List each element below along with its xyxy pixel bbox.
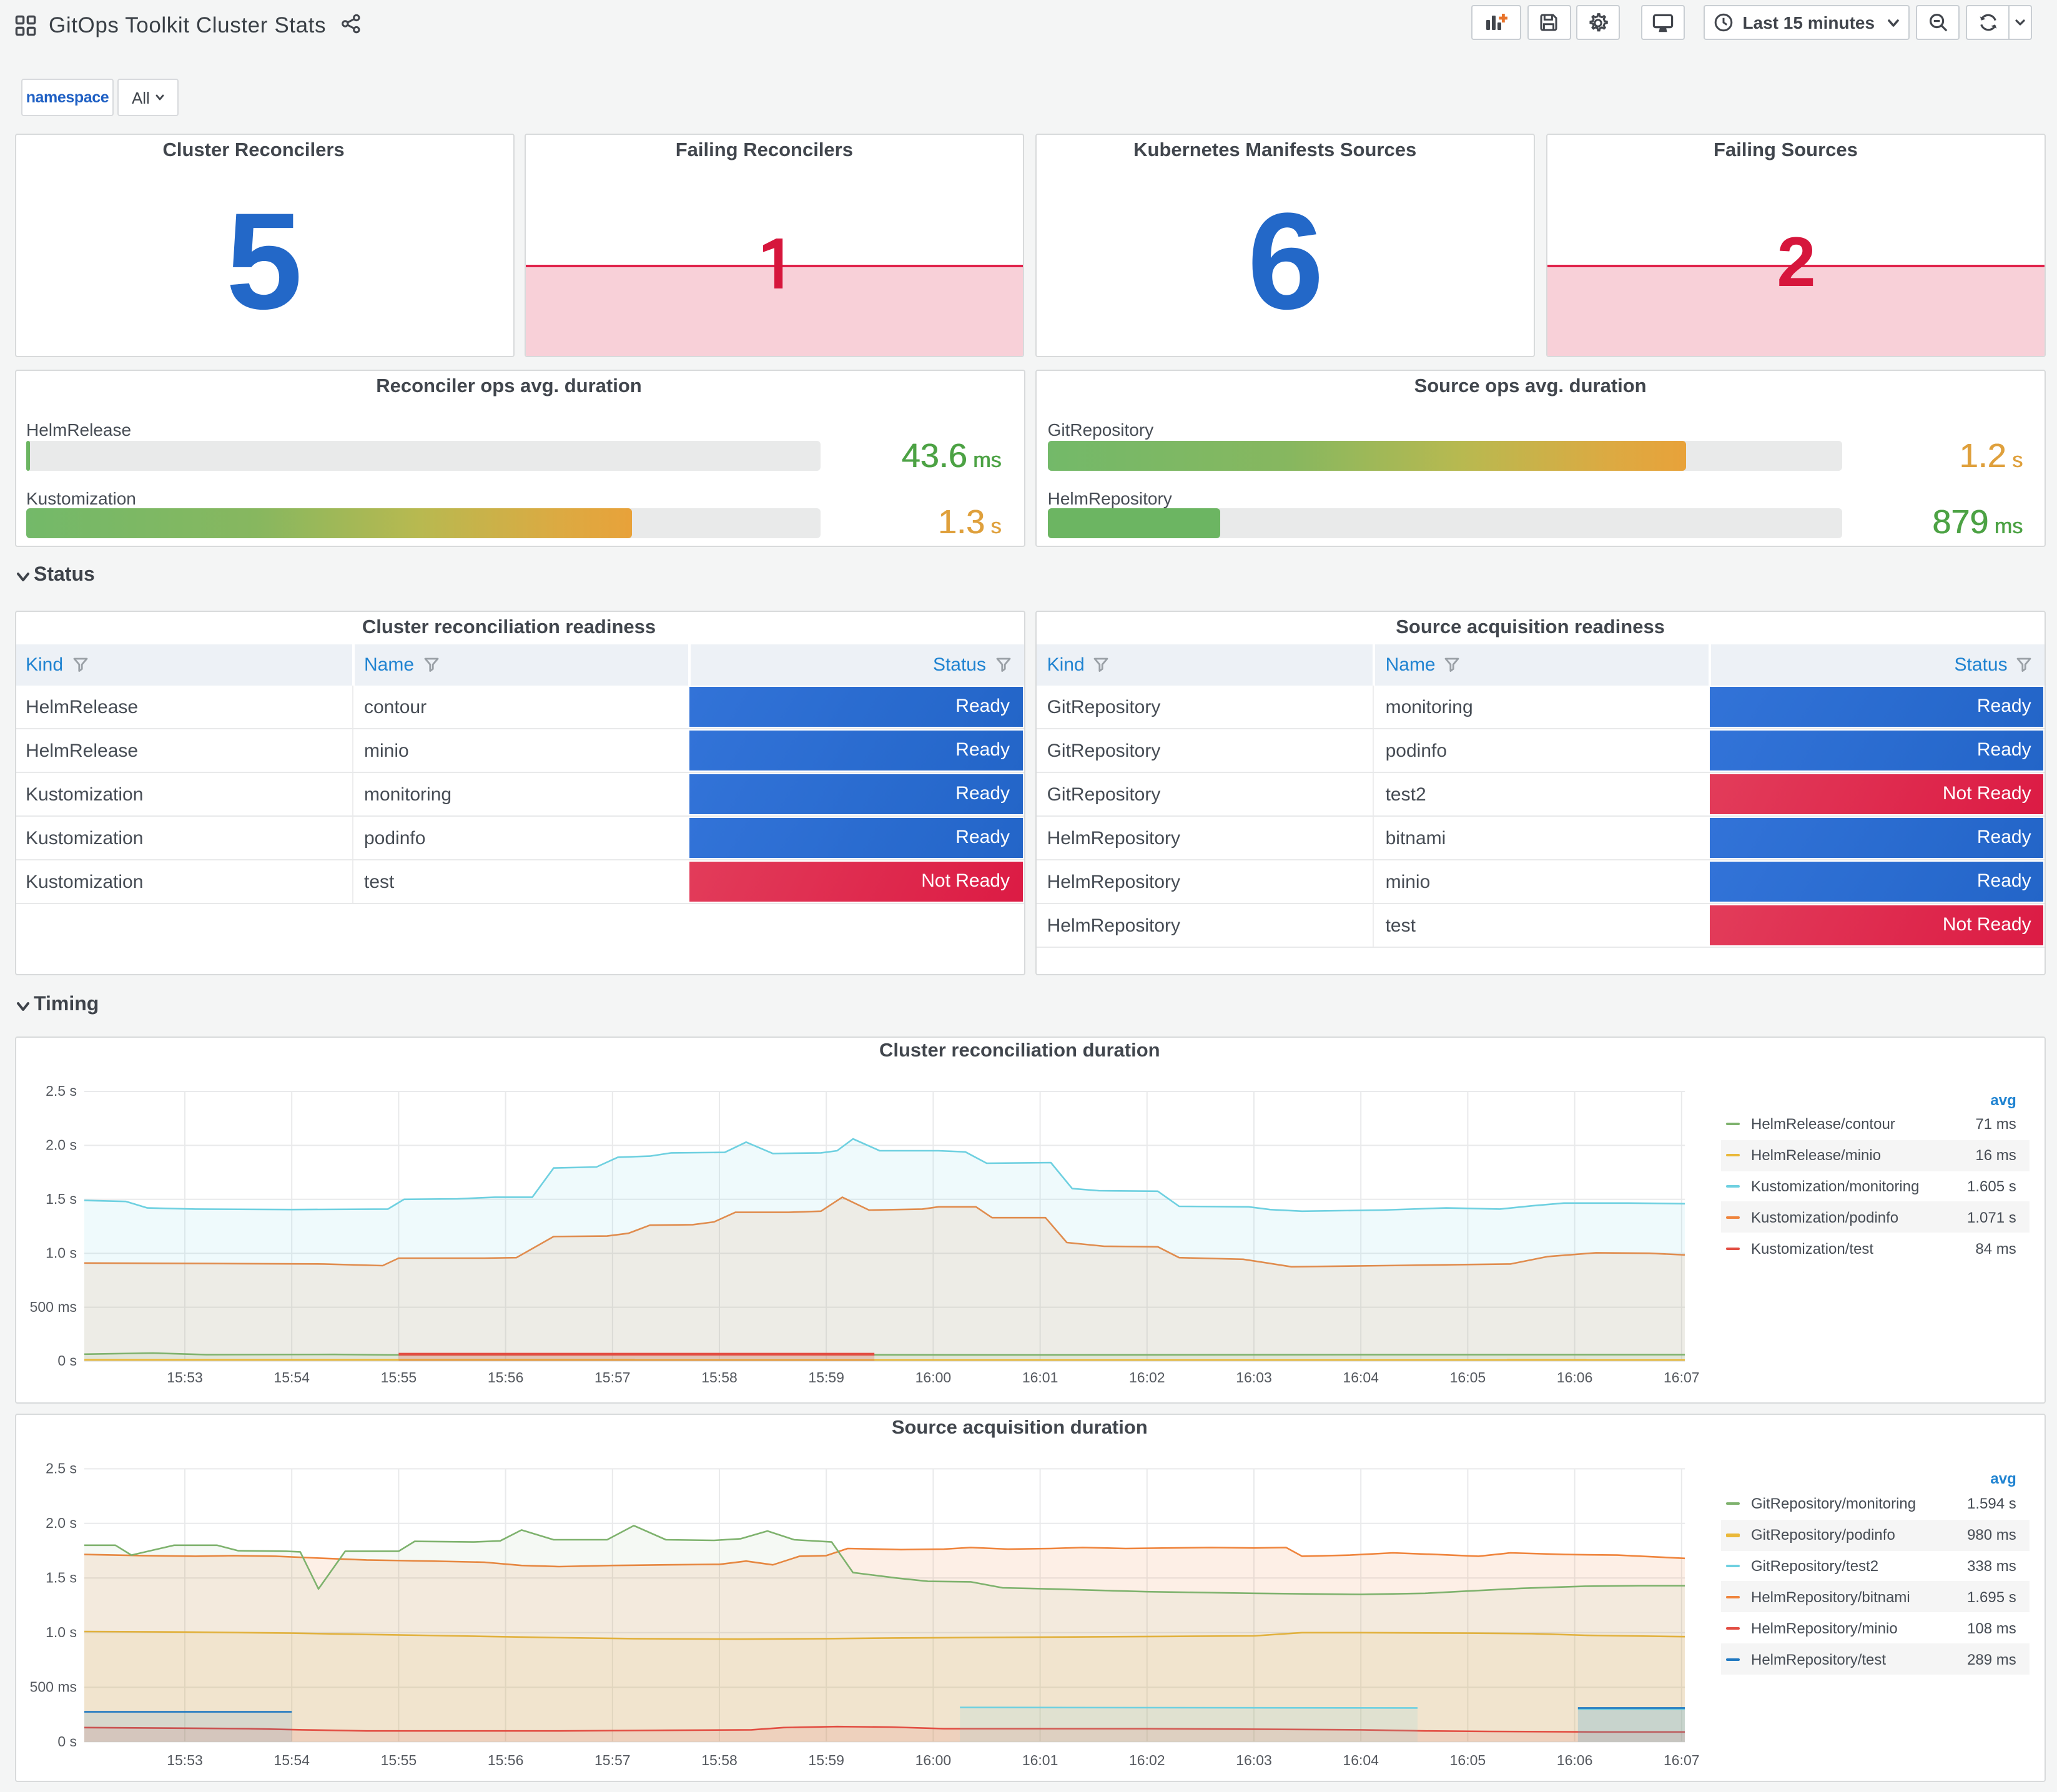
svg-text:0 s: 0 s: [57, 1352, 76, 1369]
svg-text:15:59: 15:59: [807, 1753, 844, 1769]
svg-text:15:55: 15:55: [380, 1753, 417, 1769]
svg-text:16:04: 16:04: [1342, 1753, 1378, 1769]
svg-text:16:03: 16:03: [1235, 1753, 1271, 1769]
svg-text:16:05: 16:05: [1449, 1753, 1486, 1769]
svg-text:15:53: 15:53: [166, 1753, 202, 1769]
svg-text:15:57: 15:57: [594, 1369, 630, 1386]
svg-text:1.5 s: 1.5 s: [45, 1570, 76, 1586]
svg-text:16:07: 16:07: [1663, 1753, 1699, 1769]
svg-text:2.5 s: 2.5 s: [45, 1460, 76, 1477]
svg-text:16:01: 16:01: [1022, 1753, 1058, 1769]
svg-text:15:58: 15:58: [701, 1369, 737, 1386]
svg-text:15:59: 15:59: [807, 1369, 844, 1386]
svg-text:16:07: 16:07: [1663, 1369, 1699, 1386]
svg-text:1.5 s: 1.5 s: [45, 1191, 76, 1207]
svg-text:15:54: 15:54: [273, 1369, 309, 1386]
svg-text:500 ms: 500 ms: [29, 1299, 76, 1315]
svg-text:16:01: 16:01: [1022, 1369, 1058, 1386]
svg-text:15:54: 15:54: [273, 1753, 309, 1769]
svg-text:2.0 s: 2.0 s: [45, 1515, 76, 1532]
svg-text:15:55: 15:55: [380, 1369, 417, 1386]
svg-text:0 s: 0 s: [57, 1734, 76, 1750]
svg-text:16:00: 16:00: [915, 1369, 951, 1386]
svg-text:15:58: 15:58: [701, 1753, 737, 1769]
svg-text:16:06: 16:06: [1556, 1753, 1592, 1769]
svg-text:16:04: 16:04: [1342, 1369, 1378, 1386]
svg-text:15:56: 15:56: [487, 1369, 523, 1386]
svg-text:15:57: 15:57: [594, 1753, 630, 1769]
svg-text:1.0 s: 1.0 s: [45, 1625, 76, 1641]
svg-text:16:03: 16:03: [1235, 1369, 1271, 1386]
svg-text:1.0 s: 1.0 s: [45, 1244, 76, 1261]
svg-text:16:00: 16:00: [915, 1753, 951, 1769]
svg-text:16:02: 16:02: [1128, 1753, 1165, 1769]
svg-text:15:56: 15:56: [487, 1753, 523, 1769]
svg-text:15:53: 15:53: [166, 1369, 202, 1386]
svg-text:16:06: 16:06: [1556, 1369, 1592, 1386]
svg-text:16:05: 16:05: [1449, 1369, 1486, 1386]
svg-text:2.5 s: 2.5 s: [45, 1083, 76, 1099]
svg-text:16:02: 16:02: [1128, 1369, 1165, 1386]
svg-text:500 ms: 500 ms: [29, 1679, 76, 1695]
svg-text:2.0 s: 2.0 s: [45, 1137, 76, 1153]
